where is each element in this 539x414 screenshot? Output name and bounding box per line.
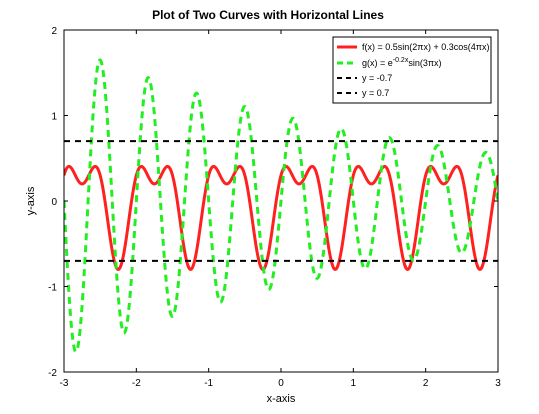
x-tick-label: 3 bbox=[495, 378, 501, 389]
chart-title: Plot of Two Curves with Horizontal Lines bbox=[152, 8, 384, 22]
legend: f(x) = 0.5sin(2πx) + 0.3cos(4πx) g(x) = … bbox=[332, 36, 492, 104]
legend-label-pos: y = 0.7 bbox=[362, 88, 389, 98]
legend-box bbox=[332, 36, 492, 104]
x-tick-label: -3 bbox=[60, 378, 69, 389]
series-layer bbox=[64, 58, 498, 354]
legend-label-neg: y = -0.7 bbox=[362, 73, 392, 83]
y-tick-label: 2 bbox=[51, 26, 57, 37]
x-tick-label: 2 bbox=[423, 378, 429, 389]
x-tick-label: -2 bbox=[132, 378, 141, 389]
x-tick-label: -1 bbox=[204, 378, 213, 389]
series-g-line bbox=[64, 58, 498, 354]
y-axis-label: y-axis bbox=[25, 186, 37, 215]
y-tick-label: -1 bbox=[48, 283, 57, 294]
y-tick-label: 1 bbox=[51, 112, 57, 123]
x-tick-label: 1 bbox=[351, 378, 357, 389]
y-tick-label: -2 bbox=[48, 368, 57, 379]
legend-label-g-sup: -0.2x bbox=[393, 57, 409, 64]
series-f-line bbox=[64, 164, 498, 271]
x-tick-label: 0 bbox=[278, 378, 284, 389]
x-axis-label: x-axis bbox=[267, 393, 296, 405]
legend-label-f: f(x) = 0.5sin(2πx) + 0.3cos(4πx) bbox=[362, 42, 489, 52]
y-tick-label: 0 bbox=[51, 197, 57, 208]
legend-label-g: g(x) = e-0.2xsin(3πx) bbox=[362, 57, 442, 68]
legend-label-g-tail: sin(3πx) bbox=[408, 58, 441, 68]
legend-label-g-main: g(x) = e bbox=[362, 58, 393, 68]
